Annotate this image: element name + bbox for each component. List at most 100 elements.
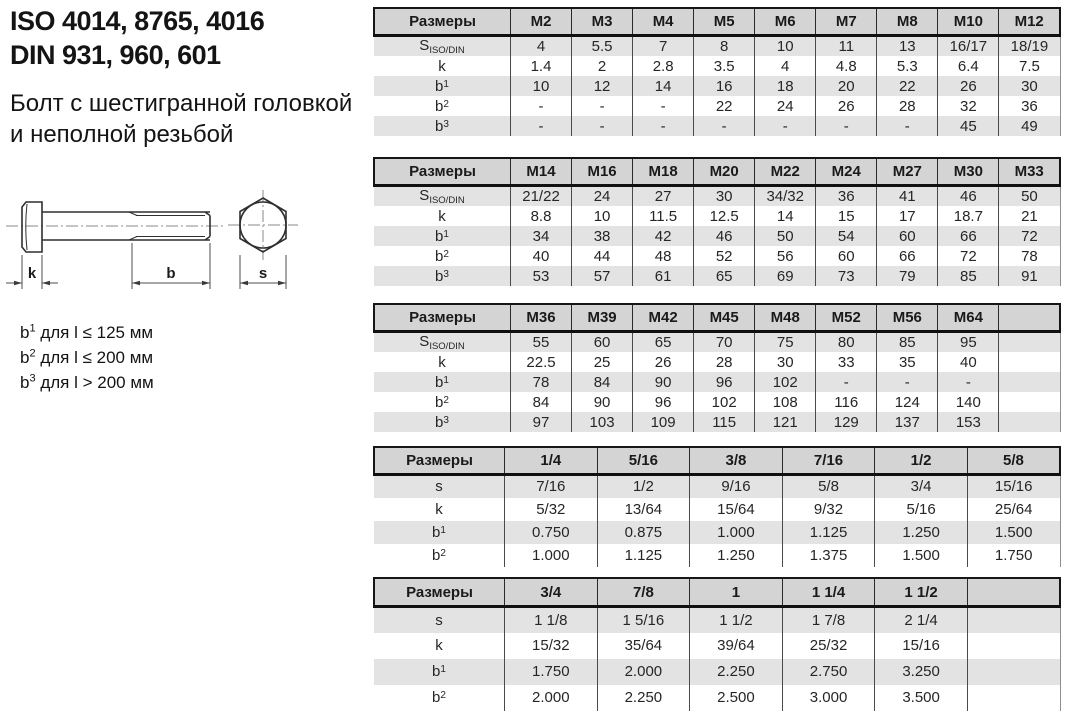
value-cell: 26 [937, 76, 999, 96]
value-cell: 24 [571, 185, 633, 206]
value-cell: 60 [571, 331, 633, 352]
value-cell: 30 [693, 185, 755, 206]
row-label: k [435, 637, 443, 654]
footnote-symbol: b [20, 348, 30, 367]
table-header-row: Размеры M2 M3 M4 M5 M6 M7 M8 M10 M12 [373, 8, 1062, 37]
table-body: SISO/DIN 4 5.5 7 8 10 11 13 16/17 18/19 k 1.4 2 2.8 3.… [374, 35, 1061, 136]
value-cell: 22 [693, 96, 755, 116]
header-size-cell: M18 [632, 158, 695, 187]
value-cell: - [876, 372, 938, 392]
value-cell: 5.3 [876, 56, 938, 76]
value-cell: 56 [754, 246, 816, 266]
dimensions-table-m36-m64: Размеры M36 M39 M42 M45 M48 M52 M56 M64 SISO/DIN 5… [373, 303, 1062, 432]
header-size-cell: 1/2 [874, 447, 968, 476]
table-head: Размеры M2 M3 M4 M5 M6 M7 M8 M10 M12 [373, 8, 1062, 37]
value-cell: 96 [693, 372, 755, 392]
value-cell: 2 1/4 [874, 606, 968, 633]
value-cell: 10 [509, 76, 572, 96]
value-cell: 30 [998, 76, 1061, 96]
subtitle-line-1: Болт с шестигранной головкой [10, 90, 353, 117]
value-cell: 91 [998, 266, 1061, 286]
value-cell: 49 [998, 116, 1061, 136]
value-cell: - [632, 116, 694, 136]
value-cell: 97 [509, 412, 572, 432]
value-cell: 10 [571, 206, 633, 226]
dimension-k-label: k [28, 265, 37, 282]
value-cell: 1 5/16 [596, 606, 690, 633]
value-cell: 1.250 [689, 543, 783, 567]
row-label-superscript: 1 [443, 374, 449, 386]
value-cell: 2.8 [632, 56, 694, 76]
page-title: ISO 4014, 8765, 4016 DIN 931, 960, 601 [10, 4, 265, 72]
row-label-superscript: 1 [440, 664, 446, 675]
row-label: s [435, 478, 443, 496]
value-cell: 2 [571, 56, 633, 76]
dimension-k: k [6, 255, 58, 289]
footnote-symbol: b [20, 373, 30, 392]
value-cell: 11.5 [632, 206, 694, 226]
value-cell: 34/32 [754, 185, 816, 206]
value-cell: 24 [754, 96, 816, 116]
value-cell: 10 [754, 35, 816, 56]
value-cell: 69 [754, 266, 816, 286]
value-cell: 35/64 [596, 632, 690, 659]
row-label-superscript: 3 [443, 268, 449, 280]
value-cell: - [571, 116, 633, 136]
row-label: b2 [435, 97, 449, 115]
header-sizes-label: Размеры [373, 304, 511, 333]
row-label: k [438, 207, 446, 225]
header-size-cell: M27 [876, 158, 939, 187]
value-cell: 13/64 [596, 497, 690, 521]
value-cell: 14 [632, 76, 694, 96]
value-cell: - [509, 96, 572, 116]
row-label: SISO/DIN [419, 187, 465, 206]
value-cell: 2.250 [689, 658, 783, 685]
value-cell: 2.500 [689, 684, 783, 711]
row-label: k [435, 500, 443, 518]
row-label-subscript: ISO/DIN [429, 341, 465, 352]
header-size-cell: M24 [815, 158, 878, 187]
value-cell: 90 [632, 372, 694, 392]
row-label-superscript: 2 [443, 248, 449, 260]
value-cell: 3.000 [781, 684, 875, 711]
value-cell: 1.750 [966, 543, 1061, 567]
table-row: b2 84 90 96 102 108 116 124 140 [374, 392, 1061, 412]
row-label: b2 [432, 689, 446, 706]
value-cell: 12 [571, 76, 633, 96]
value-cell: 57 [571, 266, 633, 286]
value-cell: 1 1/8 [504, 606, 598, 633]
value-cell: 65 [632, 331, 694, 352]
header-size-cell: 7/16 [781, 447, 876, 476]
value-cell: 3.500 [874, 684, 968, 711]
value-cell: 41 [876, 185, 938, 206]
value-cell: 46 [937, 185, 999, 206]
dimension-s-label: s [259, 265, 267, 282]
header-sizes-label: Размеры [373, 578, 505, 608]
header-size-cell: M7 [815, 8, 878, 37]
value-cell: 30 [754, 352, 816, 372]
value-cell: 116 [815, 392, 877, 412]
table-row: s 1 1/8 1 5/16 1 1/2 1 7/8 2 1/4 [374, 606, 1061, 633]
title-iso-line: ISO 4014, 8765, 4016 [10, 6, 265, 36]
row-label-superscript: 2 [443, 98, 449, 110]
value-cell: 42 [632, 226, 694, 246]
value-cell: 84 [571, 372, 633, 392]
row-label: k [438, 353, 446, 371]
value-cell: 38 [571, 226, 633, 246]
table-head: Размеры 3/4 7/8 1 1 1/4 1 1/2 [373, 578, 1061, 608]
value-cell: 75 [754, 331, 816, 352]
value-cell: 85 [937, 266, 999, 286]
row-label: b1 [432, 523, 446, 541]
row-label-superscript: 3 [443, 414, 449, 426]
value-cell: 21/22 [509, 185, 572, 206]
footnote-b2: b2 для l ≤ 200 мм [20, 345, 154, 370]
page-subtitle: Болт с шестигранной головкой и неполной … [10, 88, 352, 150]
value-cell: 44 [571, 246, 633, 266]
row-label-superscript: 2 [440, 690, 446, 701]
value-cell: 1 1/2 [689, 606, 783, 633]
value-cell: 25/64 [966, 497, 1061, 521]
value-cell: 27 [632, 185, 694, 206]
table-row: k 22.5 25 26 28 30 33 35 40 [374, 352, 1061, 372]
value-cell [998, 372, 1061, 392]
value-cell: 70 [693, 331, 755, 352]
